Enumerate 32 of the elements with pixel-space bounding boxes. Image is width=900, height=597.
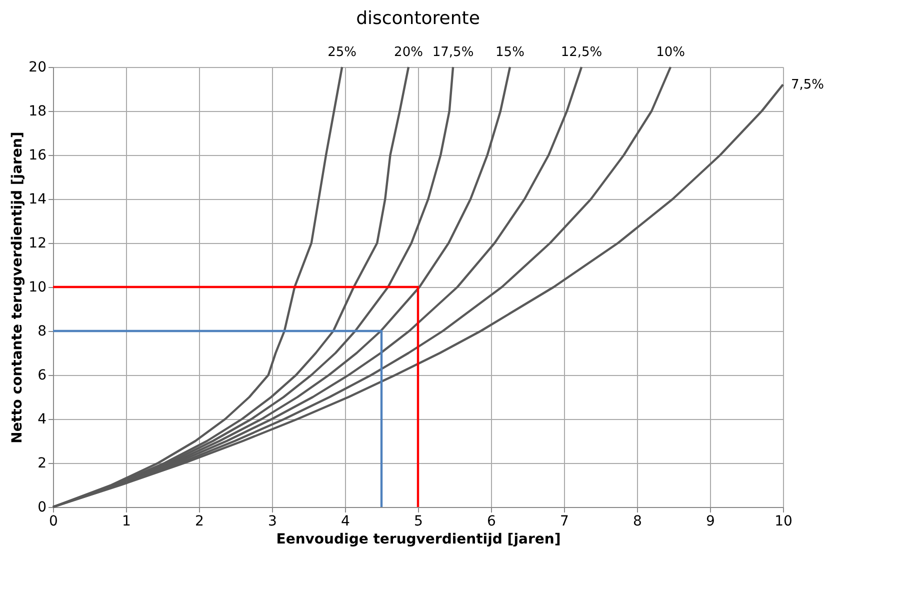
series-label: 15% [496,45,524,60]
y-tick-label: 4 [38,412,47,428]
y-tick-label: 16 [28,148,47,164]
y-axis-title: Netto contante terugverdientijd [jaren] [10,132,26,444]
x-tick-label: 6 [487,514,496,530]
y-tick-label: 2 [38,456,46,472]
series-label: 10% [656,45,686,60]
x-axis-title: Eenvoudige terugverdientijd [jaren] [276,532,561,548]
x-tick-label: 4 [341,514,350,530]
series-label: 7,5% [791,78,824,93]
x-tick-label: 10 [774,514,792,530]
y-tick-label: 0 [38,500,46,516]
series-label: 17,5% [432,45,474,60]
x-tick-label: 9 [706,514,715,530]
y-tick-label: 10 [28,280,46,296]
x-tick-label: 2 [195,514,204,530]
y-tick-label: 14 [28,192,47,208]
x-tick-label: 7 [560,514,569,530]
y-tick-label: 18 [28,104,46,120]
x-tick-label: 5 [414,514,423,530]
x-tick-label: 0 [49,514,58,530]
x-tick-label: 1 [122,514,131,530]
chart-title: discontorente [356,8,480,29]
series-label: 12,5% [560,45,602,60]
y-tick-label: 8 [38,324,46,340]
y-tick-label: 12 [28,236,46,252]
series-label: 20% [394,45,423,60]
x-tick-label: 3 [268,514,277,530]
y-tick-label: 20 [28,60,46,76]
x-tick-label: 8 [633,514,642,530]
series-label: 25% [328,45,357,60]
y-tick-label: 6 [38,368,47,384]
